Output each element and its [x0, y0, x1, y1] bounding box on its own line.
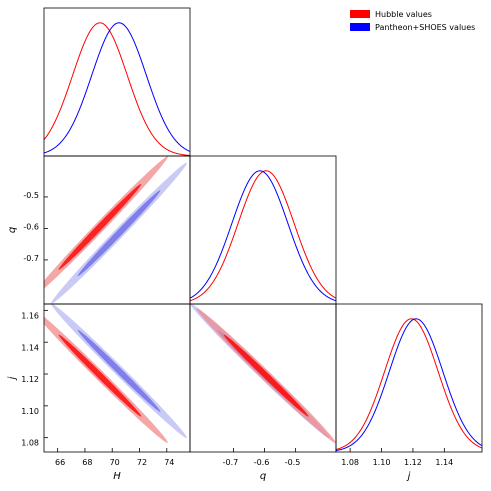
marginal-hubble-values-j: [336, 318, 482, 451]
x-axis-label-H: H: [113, 471, 121, 482]
legend-label-hubble: Hubble values: [375, 10, 432, 19]
tick-label-x-q-0.7: -0.7: [223, 458, 239, 467]
marginal-hubble-values-H: [44, 22, 190, 156]
marginal-pantheon-shoes-values-j: [336, 318, 482, 452]
contour-hubble-values-H-q-1sigma: [58, 183, 142, 270]
panel-frame-H-j: [43, 303, 191, 453]
tick-label-x-H-66: 66: [55, 458, 65, 467]
chart-marks: [44, 22, 482, 452]
tick-label-y-j-1.16: 1.16: [21, 311, 39, 320]
legend-swatch-hubble: [350, 10, 370, 18]
tick-marks: [44, 196, 445, 452]
tick-label-y-j-1.10: 1.10: [21, 407, 39, 416]
tick-label-y-j-1.12: 1.12: [21, 375, 39, 384]
tick-label-y-q-0.7: -0.7: [23, 254, 39, 263]
marginal-hubble-values-q: [190, 170, 336, 302]
marginal-pantheon-shoes-values-H: [44, 22, 190, 154]
tick-label-y-j-1.08: 1.08: [21, 439, 39, 448]
tick-label-x-H-72: 72: [137, 458, 147, 467]
tick-label-y-j-1.14: 1.14: [21, 343, 39, 352]
contour-hubble-values-q-j-1sigma: [223, 334, 309, 417]
tick-label-y-q-0.5: -0.5: [23, 191, 39, 200]
tick-label-x-j-1.14: 1.14: [435, 458, 453, 467]
marginal-pantheon-shoes-values-q: [190, 170, 336, 302]
tick-label-x-j-1.10: 1.10: [373, 458, 391, 467]
contour-hubble-values-H-j-1sigma: [58, 334, 142, 417]
contour-pantheon-shoes-values-H-q-1sigma: [77, 190, 161, 277]
tick-label-x-j-1.12: 1.12: [404, 458, 422, 467]
tick-label-y-q-0.6: -0.6: [23, 222, 39, 231]
panel-frame-j: [335, 303, 483, 453]
legend-label-pantheon: Pantheon+SHOES values: [375, 23, 475, 32]
legend: Hubble values Pantheon+SHOES values: [350, 10, 475, 32]
x-axis-label-q: q: [260, 471, 266, 482]
legend-swatch-pantheon: [350, 23, 370, 31]
tick-label-x-q-0.5: -0.5: [285, 458, 301, 467]
tick-label-x-H-70: 70: [110, 458, 120, 467]
contour-pantheon-shoes-values-H-j-1sigma: [77, 329, 161, 412]
panel-frame-q: [189, 155, 337, 305]
y-axis-label-j: j: [7, 376, 18, 381]
tick-label-x-j-1.08: 1.08: [341, 458, 359, 467]
x-axis-label-j: j: [406, 471, 411, 482]
tick-label-x-H-74: 74: [164, 458, 174, 467]
panel-frame-H: [43, 7, 191, 157]
tick-label-x-q-0.6: -0.6: [254, 458, 270, 467]
y-axis-label-q: q: [7, 227, 18, 233]
tick-label-x-H-68: 68: [82, 458, 92, 467]
